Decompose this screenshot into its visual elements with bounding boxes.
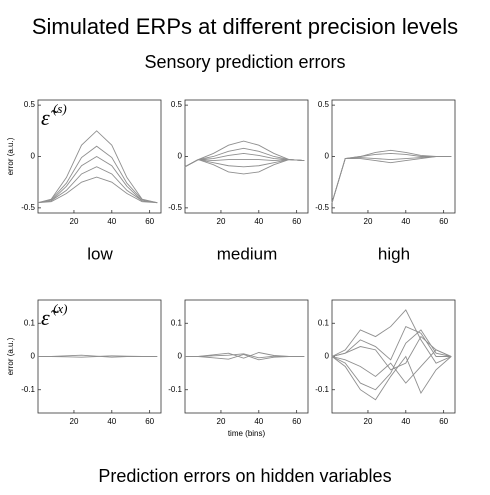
panel: -0.1 0 0.1 20 40 60 [315,299,456,426]
symbol-superscript: (x) [53,301,67,316]
x-tick-label: 60 [292,217,301,226]
series-line [331,349,452,384]
panel: -0.5 0 0.5 20 40 60 [168,99,309,226]
y-tick-label: 0 [325,352,330,361]
symbol-superscript: (s) [53,101,67,116]
x-tick-label: 20 [364,417,373,426]
row-title: Prediction errors on hidden variables [98,466,391,486]
x-tick-label: 60 [439,217,448,226]
figure-title: Simulated ERPs at different precision le… [32,14,458,39]
column-label: high [378,244,410,263]
panel: -0.5 0 0.5 20 40 60 [315,99,456,226]
x-tick-label: 40 [107,417,116,426]
y-axis-label: error (a.u.) [6,337,15,375]
series-line [184,159,305,168]
x-tick-label: 20 [70,217,79,226]
y-axis-label: error (a.u.) [6,137,15,175]
y-tick-label: -0.1 [21,385,35,394]
y-tick-label: 0 [325,152,330,161]
series-line [331,329,452,391]
y-tick-label: 0 [178,152,183,161]
plot-frame [331,299,456,414]
series-line [331,156,452,203]
x-tick-label: 40 [401,217,410,226]
series-line [331,355,452,401]
x-axis-label: time (bins) [228,429,266,438]
y-tick-label: 0 [31,352,36,361]
y-tick-label: -0.5 [21,203,35,212]
y-tick-label: 0.1 [318,318,330,327]
x-tick-label: 60 [439,417,448,426]
series-line [37,176,158,204]
y-tick-label: -0.1 [168,385,182,394]
column-label: low [87,244,113,263]
series-line [37,155,158,204]
series-line [184,159,305,168]
row-title: Sensory prediction errors [144,52,345,72]
x-tick-label: 20 [364,217,373,226]
x-tick-label: 20 [217,217,226,226]
series-line [184,140,305,168]
series-line [37,130,158,204]
plot-frame [184,99,309,214]
x-tick-label: 60 [145,417,154,426]
y-tick-label: 0 [178,352,183,361]
y-tick-label: 0.5 [24,100,36,109]
y-tick-label: -0.5 [168,203,182,212]
series-line [37,145,158,204]
y-tick-label: 0.1 [171,318,183,327]
series-line [184,147,305,168]
x-tick-label: 40 [254,417,263,426]
column-label: medium [217,244,277,263]
y-tick-label: 0.5 [171,100,183,109]
x-tick-label: 20 [217,417,226,426]
y-tick-label: 0 [31,152,36,161]
y-tick-label: 0.1 [24,318,36,327]
x-tick-label: 40 [107,217,116,226]
x-tick-label: 20 [70,417,79,426]
series-line [37,166,158,204]
y-tick-label: 0.5 [318,100,330,109]
y-tick-label: -0.5 [315,203,329,212]
panel: -0.1 0 0.1 20 40 60 time (bins) [168,299,309,438]
series-line [38,355,158,358]
series-line [184,152,305,168]
x-tick-label: 60 [292,417,301,426]
series-line [331,325,452,361]
x-tick-label: 40 [401,417,410,426]
series-line [184,159,305,175]
x-tick-label: 60 [145,217,154,226]
series-line [185,353,305,359]
x-tick-label: 40 [254,217,263,226]
y-tick-label: -0.1 [315,385,329,394]
